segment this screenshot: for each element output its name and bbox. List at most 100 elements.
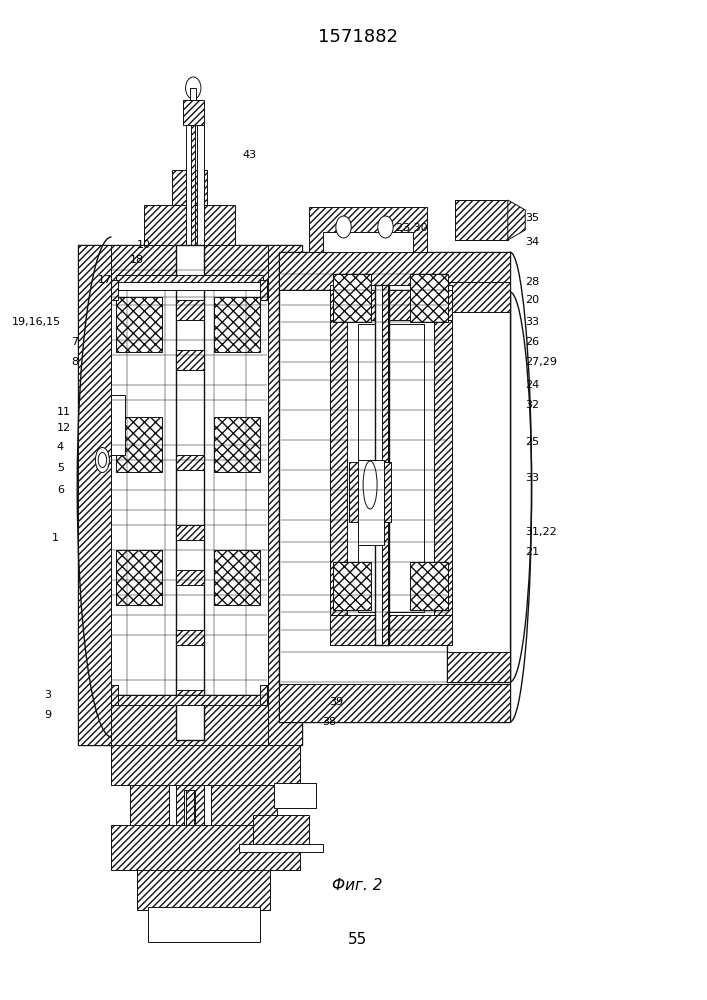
Text: 8: 8: [71, 357, 78, 367]
Bar: [148, 907, 259, 942]
Text: 34: 34: [525, 237, 539, 247]
Bar: [279, 684, 510, 722]
Bar: [117, 297, 162, 352]
Text: 10: 10: [137, 240, 151, 250]
Bar: [176, 245, 204, 740]
Text: 23 30: 23 30: [396, 223, 428, 233]
Bar: [214, 550, 259, 605]
Bar: [112, 745, 300, 785]
Text: 12: 12: [57, 423, 71, 433]
Bar: [130, 785, 277, 825]
Bar: [112, 685, 119, 705]
Ellipse shape: [185, 77, 201, 99]
Bar: [329, 285, 452, 645]
Bar: [410, 562, 448, 610]
Bar: [186, 125, 193, 245]
Bar: [137, 870, 270, 910]
Ellipse shape: [98, 452, 107, 468]
Ellipse shape: [378, 216, 393, 238]
Bar: [239, 844, 322, 852]
Text: 27,29: 27,29: [525, 357, 557, 367]
Text: 21: 21: [525, 547, 539, 557]
Text: 26: 26: [525, 337, 539, 347]
Bar: [358, 324, 424, 612]
Bar: [447, 652, 510, 682]
Bar: [117, 550, 162, 605]
Bar: [78, 245, 302, 290]
Text: 7: 7: [71, 337, 78, 347]
Text: 39: 39: [329, 697, 344, 707]
Text: 55: 55: [348, 932, 367, 948]
Bar: [349, 462, 391, 522]
Bar: [117, 275, 263, 285]
Text: 11: 11: [57, 407, 71, 417]
Bar: [176, 785, 204, 870]
Bar: [185, 790, 194, 845]
Text: 4: 4: [57, 442, 64, 452]
Bar: [169, 785, 211, 870]
Bar: [329, 290, 452, 320]
Bar: [259, 685, 267, 705]
Text: 38: 38: [322, 717, 337, 727]
Bar: [322, 232, 414, 252]
Ellipse shape: [336, 216, 351, 238]
Bar: [117, 695, 263, 705]
Bar: [382, 285, 387, 645]
Bar: [274, 783, 315, 808]
Text: 18: 18: [130, 255, 144, 265]
Text: 28: 28: [525, 277, 539, 287]
Bar: [308, 207, 428, 252]
Bar: [173, 170, 207, 205]
Ellipse shape: [363, 461, 377, 509]
Bar: [333, 274, 371, 322]
Text: 6: 6: [57, 485, 64, 495]
Bar: [176, 570, 204, 585]
Bar: [252, 815, 308, 845]
Bar: [268, 245, 302, 745]
Text: 9: 9: [45, 710, 52, 720]
Bar: [279, 252, 510, 290]
Bar: [410, 274, 448, 322]
Bar: [144, 205, 235, 245]
Bar: [197, 125, 204, 245]
Text: 3: 3: [45, 690, 52, 700]
Text: 24: 24: [525, 380, 539, 390]
Bar: [455, 200, 508, 240]
Text: 5: 5: [57, 463, 64, 473]
Text: 25: 25: [525, 437, 539, 447]
Text: 33: 33: [525, 317, 539, 327]
Bar: [176, 300, 204, 320]
Bar: [259, 280, 267, 300]
Bar: [329, 320, 347, 615]
Bar: [176, 690, 204, 705]
Text: 20: 20: [525, 295, 539, 305]
Bar: [375, 285, 389, 645]
Bar: [176, 350, 204, 370]
Text: 1571882: 1571882: [317, 28, 397, 46]
Bar: [214, 297, 259, 352]
Text: 33: 33: [525, 473, 539, 483]
Bar: [112, 825, 300, 870]
Text: 19,16,15: 19,16,15: [11, 317, 61, 327]
Bar: [184, 790, 195, 845]
Bar: [191, 125, 195, 245]
Text: Фиг. 2: Фиг. 2: [332, 878, 382, 892]
Ellipse shape: [95, 448, 110, 473]
Bar: [358, 460, 384, 545]
Text: 31,22: 31,22: [525, 527, 557, 537]
Text: 43: 43: [242, 150, 256, 160]
Text: 17: 17: [98, 275, 112, 285]
Bar: [329, 615, 452, 645]
Bar: [279, 252, 510, 722]
Bar: [117, 282, 263, 290]
Bar: [78, 700, 302, 745]
Bar: [447, 282, 510, 312]
Bar: [183, 100, 204, 125]
Bar: [112, 280, 119, 300]
Bar: [176, 630, 204, 645]
Bar: [190, 88, 196, 100]
Bar: [176, 525, 204, 540]
Bar: [333, 562, 371, 610]
Bar: [176, 455, 204, 470]
Text: 1: 1: [52, 533, 59, 543]
